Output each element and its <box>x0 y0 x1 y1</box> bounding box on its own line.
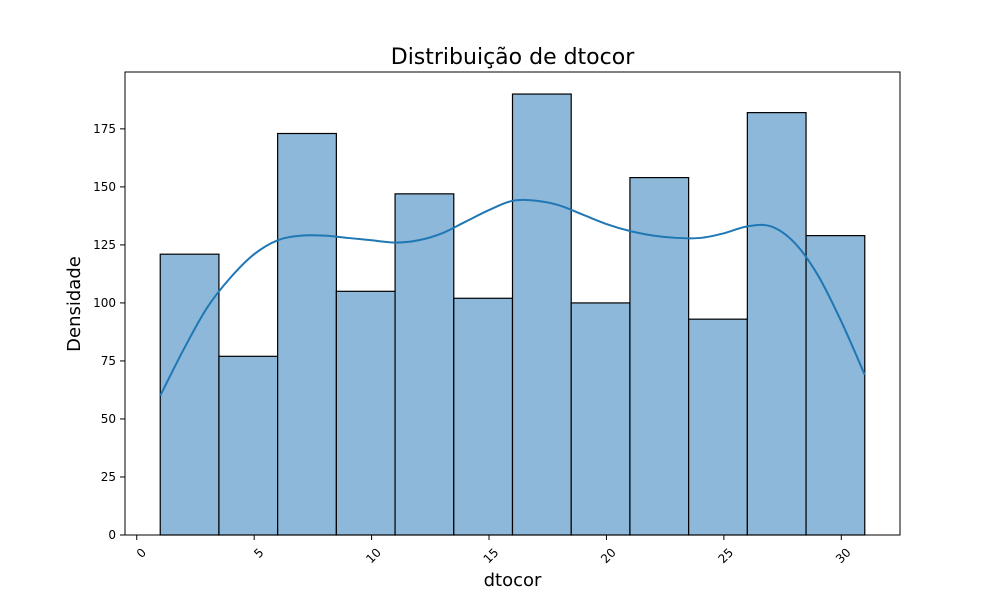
histogram-bar-2 <box>218 355 279 536</box>
y-tick-label: 25 <box>101 470 116 484</box>
histogram-bar-4 <box>335 290 396 536</box>
y-tick-label: 0 <box>108 528 116 542</box>
y-tick-label: 100 <box>93 296 116 310</box>
y-tick-label: 75 <box>101 354 116 368</box>
y-tick-label: 150 <box>93 180 116 194</box>
y-axis-label: Densidade <box>64 256 85 352</box>
histogram-bar-8 <box>570 302 631 536</box>
plot-frame <box>124 71 901 536</box>
histogram-bar-11 <box>746 112 807 536</box>
histogram-bar-10 <box>688 318 748 536</box>
x-axis-label: dtocor <box>484 570 542 591</box>
histogram-bar-1 <box>159 253 220 536</box>
kde-layer <box>159 198 866 397</box>
histogram-bar-9 <box>629 176 690 536</box>
kde-curve <box>159 198 866 397</box>
histogram-bar-5 <box>394 193 455 536</box>
histogram-bar-6 <box>453 297 514 536</box>
chart-title: Distribuição de dtocor <box>391 45 635 70</box>
y-tick-label: 50 <box>101 412 116 426</box>
y-tick-label: 125 <box>93 238 116 252</box>
histogram-bar-3 <box>277 132 337 536</box>
histogram-bar-12 <box>805 235 866 536</box>
histogram-bar-7 <box>511 93 572 536</box>
y-tick-label: 175 <box>93 122 116 136</box>
